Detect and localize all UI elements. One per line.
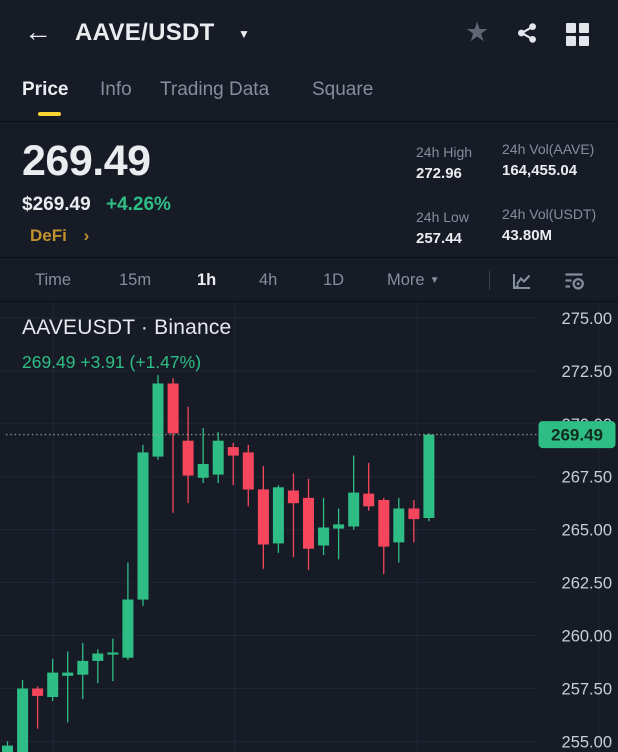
chevron-down-icon[interactable]: ▼ [238,27,250,41]
svg-text:265.00: 265.00 [562,522,612,540]
candlestick-chart[interactable]: 275.00272.50270.00267.50265.00262.50260.… [0,302,618,752]
stat-24h-vol-aave: 24h Vol(AAVE) 164,455.04 [502,141,594,179]
stat-value: 257.44 [416,230,462,247]
stat-value: 164,455.04 [502,162,578,179]
timeframe-4h[interactable]: 4h [259,271,278,289]
timeframe-1h[interactable]: 1h [197,271,217,289]
stat-24h-vol-usdt: 24h Vol(USDT) 43.80M [502,206,596,244]
chart-panel: 275.00272.50270.00267.50265.00262.50260.… [0,302,618,752]
svg-text:260.00: 260.00 [562,628,612,646]
divider [489,271,490,290]
stat-label: 24h Low [416,209,469,225]
favorite-star-icon[interactable]: ★ [465,17,490,47]
category-tag[interactable]: DeFi › [30,226,89,246]
stat-label: 24h High [416,144,473,160]
tab-bar: Price Info Trading Data Square [0,64,618,122]
chevron-right-icon: › [83,226,90,245]
stat-value: 272.96 [416,165,462,182]
chart-symbol-title: AAVEUSDT · Binance [22,316,232,339]
svg-text:275.00: 275.00 [562,310,612,328]
share-icon[interactable] [515,21,539,50]
svg-text:269.49: 269.49 [551,426,603,445]
svg-text:272.50: 272.50 [562,363,612,381]
tab-price[interactable]: Price [22,79,69,100]
timeframe-15m[interactable]: 15m [119,271,152,289]
timeframe-time[interactable]: Time [35,271,72,289]
back-arrow-icon[interactable]: ← [24,16,52,47]
tab-trading-data[interactable]: Trading Data [160,79,270,100]
stat-value: 43.80M [502,227,553,244]
grid-apps-icon[interactable] [566,23,589,46]
stat-24h-low: 24h Low 257.44 [416,209,469,247]
svg-text:255.00: 255.00 [562,733,612,751]
stat-label: 24h Vol(AAVE) [502,141,595,157]
stat-24h-high: 24h High 272.96 [416,144,472,182]
change-percent: +4.26% [105,194,171,215]
timeframe-bar: Time 15m 1h 4h 1D More ▼ [0,259,618,302]
svg-text:257.50: 257.50 [562,681,612,699]
top-bar: ← AAVE/USDT ▼ ★ [0,0,618,64]
active-tab-underline [38,112,61,116]
stat-label: 24h Vol(USDT) [502,206,597,222]
pair-title[interactable]: AAVE/USDT [75,19,215,46]
tab-square[interactable]: Square [312,79,374,100]
last-price: 269.49 [22,137,151,185]
timeframe-more[interactable]: More ▼ [387,271,440,290]
depth-chart-icon[interactable] [510,269,534,298]
category-tag-label: DeFi [30,226,67,245]
indicator-settings-icon[interactable] [562,269,586,298]
more-label: More [387,271,425,289]
timeframe-1d[interactable]: 1D [323,271,345,289]
chevron-down-icon: ▼ [429,275,440,286]
chart-change-line: 269.49 +3.91 (+1.47%) [22,352,202,372]
svg-text:262.50: 262.50 [562,575,612,593]
price-summary: 269.49 $269.49 +4.26% DeFi › 24h High 27… [0,123,618,258]
usd-price: $269.49 [22,194,91,215]
tab-info[interactable]: Info [100,79,132,100]
svg-text:267.50: 267.50 [562,469,612,487]
